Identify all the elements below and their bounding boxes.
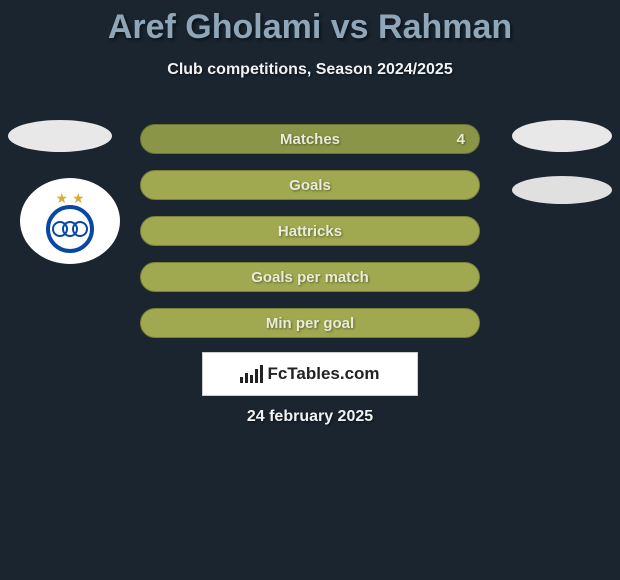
stat-label: Goals [289,177,331,194]
brand-watermark: FcTables.com [202,352,418,396]
stat-bar-goals: Goals [140,170,480,200]
date-label: 24 february 2025 [0,408,620,426]
player2-badge-placeholder [512,120,612,152]
stat-label: Min per goal [266,315,354,332]
stat-value: 4 [457,131,465,148]
stats-bars: Matches 4 Goals Hattricks Goals per matc… [140,124,480,354]
club-logo-icon [46,205,94,253]
stat-bar-gpm: Goals per match [140,262,480,292]
player2-badge2-placeholder [512,176,612,204]
stat-bar-mpg: Min per goal [140,308,480,338]
chart-icon [240,365,263,383]
stat-label: Goals per match [251,269,369,286]
brand-text: FcTables.com [267,364,379,384]
club-badge: ★ ★ [20,178,120,264]
player1-badge-placeholder [8,120,112,152]
star-icon: ★ ★ [56,190,85,207]
subtitle: Club competitions, Season 2024/2025 [0,61,620,79]
stat-label: Matches [280,131,340,148]
stat-bar-matches: Matches 4 [140,124,480,154]
stat-label: Hattricks [278,223,342,240]
stat-bar-hattricks: Hattricks [140,216,480,246]
page-title: Aref Gholami vs Rahman [0,0,620,47]
